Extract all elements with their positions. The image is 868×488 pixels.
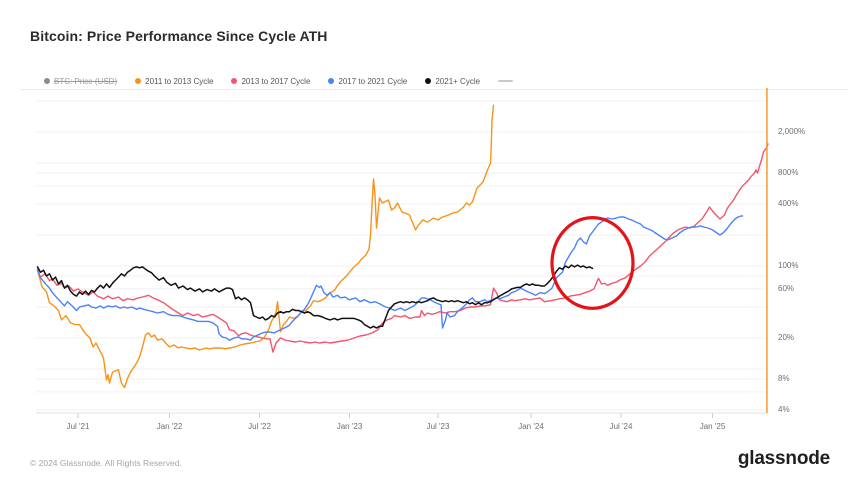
legend-item-dash[interactable] [498,80,514,82]
series-dot-icon [135,78,142,84]
legend-item-label: 2021+ Cycle [435,76,481,86]
highlight-circle-annotation [550,216,635,310]
y-tick-label: 100% [778,261,799,270]
legend-item-2013-to-2017-cycle[interactable]: 2013 to 2017 Cycle [231,77,310,86]
x-tick-label: Jan '24 [518,422,544,431]
series-dot-icon [425,78,432,84]
series-dot-icon [328,78,335,84]
glassnode-logo: glassnode [737,448,830,469]
x-tick-label: Jul '24 [609,422,633,431]
series-2021-cycle[interactable] [36,264,594,329]
x-tick-label: Jan '22 [156,422,183,431]
legend-item-label: 2013 to 2017 Cycle [241,76,311,86]
y-tick-label: 20% [778,332,795,342]
dash-marker-icon [498,80,514,82]
y-tick-label: 4% [778,404,790,414]
x-tick-label: Jan '25 [699,422,726,431]
legend-item-btc-price-usd-[interactable]: BTC: Price (USD) [44,77,117,86]
legend-item-label: BTC: Price (USD) [54,76,118,86]
y-tick-label: 60% [778,283,795,293]
y-tick-label: 400% [778,198,799,208]
legend-item-2011-to-2013-cycle[interactable]: 2011 to 2013 Cycle [135,77,213,86]
legend-item-label: 2011 to 2013 Cycle [145,76,214,86]
chart-legend: BTC: Price (USD) 2011 to 2013 Cycle 2013 t… [44,75,514,87]
x-tick-label: Jul '22 [248,422,271,431]
legend-item-2017-to-2021-cycle[interactable]: 2017 to 2021 Cycle [328,77,407,86]
x-tick-label: Jul '23 [426,422,450,431]
series-dot-icon [44,78,50,84]
series-dot-icon [231,78,238,84]
page-title: Bitcoin: Price Performance Since Cycle A… [30,28,328,44]
legend-divider [20,89,848,90]
y-tick-label: 2,000% [778,126,806,136]
copyright-text: © 2024 Glassnode. All Rights Reserved. [30,458,182,468]
y-tick-label: 800% [778,167,799,177]
y-tick-label: 8% [778,373,790,383]
series-2013-to-2017-cycle[interactable] [36,143,769,353]
series-2017-to-2021-cycle[interactable] [36,215,744,341]
legend-item-2021-cycle[interactable]: 2021+ Cycle [425,77,480,86]
series-2011-to-2013-cycle[interactable] [36,104,495,389]
legend-item-label: 2017 to 2021 Cycle [338,76,408,86]
x-tick-label: Jan '23 [336,422,363,431]
x-tick-label: Jul '21 [66,422,90,431]
